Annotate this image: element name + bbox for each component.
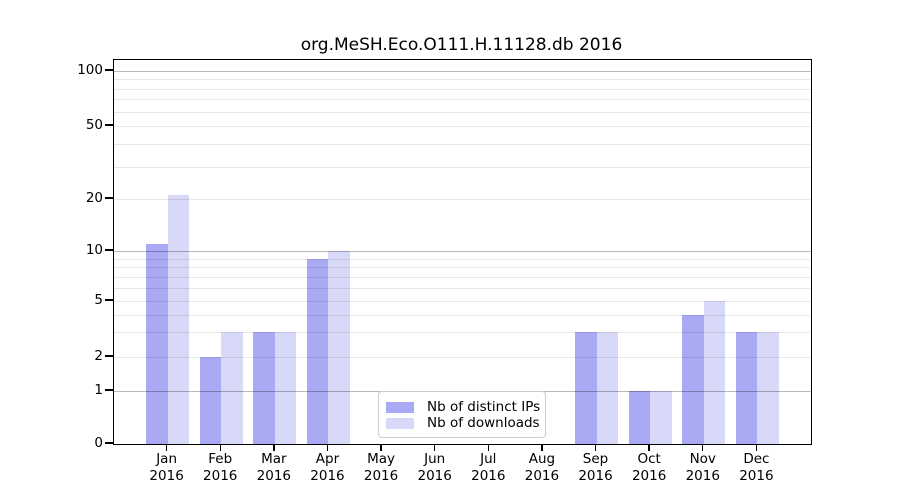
x-tick-label-mar-2016: Mar 2016	[256, 451, 292, 484]
y-tick-mark-100	[105, 69, 113, 71]
bar-nb-of-downloads-oct-2016	[650, 391, 672, 444]
x-tick-mark-may-2016	[380, 444, 382, 451]
bar-nb-of-distinct-ips-apr-2016	[306, 258, 329, 444]
minor-gridline-60	[114, 111, 811, 113]
minor-gridline-8	[114, 267, 811, 269]
bar-nb-of-downloads-sep-2016	[596, 332, 619, 444]
y-tick-label-0: 0	[94, 435, 103, 451]
minor-gridline-90	[114, 79, 811, 81]
x-tick-label-jun-2016: Jun 2016	[417, 451, 452, 484]
legend-label-downloads: Nb of downloads	[427, 415, 540, 431]
legend-item-distinct-ips: Nb of distinct IPs	[386, 399, 541, 415]
x-tick-mark-oct-2016	[648, 444, 650, 451]
y-tick-mark-10	[105, 249, 113, 251]
bar-nb-of-distinct-ips-feb-2016	[199, 357, 222, 444]
y-tick-label-20: 20	[85, 190, 103, 206]
y-tick-mark-5	[105, 299, 113, 301]
legend: Nb of distinct IPs Nb of downloads	[378, 391, 546, 438]
minor-gridline-3	[114, 332, 811, 334]
minor-gridline-2	[114, 357, 811, 358]
x-tick-label-feb-2016: Feb 2016	[203, 451, 238, 484]
minor-gridline-6	[114, 287, 811, 289]
x-tick-label-oct-2016: Oct 2016	[631, 451, 667, 484]
chart-title: org.MeSH.Eco.O111.H.11128.db 2016	[300, 35, 623, 55]
y-tick-label-2: 2	[94, 348, 103, 364]
minor-gridline-30	[114, 166, 811, 168]
x-tick-label-sep-2016: Sep 2016	[578, 451, 613, 484]
minor-gridline-9	[114, 258, 811, 260]
x-tick-mark-nov-2016	[702, 444, 704, 451]
y-tick-mark-0	[105, 442, 113, 444]
x-tick-label-jan-2016: Jan 2016	[149, 451, 184, 484]
bar-nb-of-downloads-mar-2016	[274, 332, 297, 444]
plot-area	[113, 59, 812, 445]
x-tick-mark-jun-2016	[433, 444, 436, 451]
x-tick-label-nov-2016: Nov 2016	[685, 451, 720, 484]
x-tick-mark-mar-2016	[273, 444, 275, 451]
bar-nb-of-downloads-feb-2016	[221, 332, 243, 444]
x-tick-label-dec-2016: Dec 2016	[739, 451, 774, 484]
major-gridline-100	[114, 71, 811, 72]
x-tick-label-may-2016: May 2016	[363, 451, 399, 484]
bar-nb-of-distinct-ips-mar-2016	[253, 332, 275, 444]
bar-nb-of-downloads-apr-2016	[328, 251, 350, 444]
y-tick-mark-2	[105, 355, 113, 357]
minor-gridline-50	[114, 126, 811, 127]
x-tick-mark-jul-2016	[487, 444, 489, 451]
legend-swatch-downloads	[386, 417, 414, 429]
bar-nb-of-distinct-ips-jan-2016	[146, 243, 168, 444]
x-tick-mark-apr-2016	[326, 444, 329, 451]
y-tick-label-1: 1	[94, 382, 103, 398]
y-tick-label-5: 5	[94, 292, 103, 308]
minor-gridline-7	[114, 276, 811, 278]
minor-gridline-20	[114, 199, 811, 200]
minor-gridline-40	[114, 143, 811, 145]
bar-nb-of-downloads-dec-2016	[757, 332, 779, 444]
major-gridline-10	[114, 251, 811, 252]
bar-nb-of-distinct-ips-oct-2016	[628, 391, 651, 444]
x-tick-mark-feb-2016	[219, 444, 221, 451]
x-tick-mark-dec-2016	[755, 444, 758, 451]
bar-nb-of-distinct-ips-dec-2016	[735, 332, 758, 444]
x-tick-label-jul-2016: Jul 2016	[471, 451, 506, 484]
bar-nb-of-downloads-nov-2016	[703, 301, 726, 444]
x-tick-mark-aug-2016	[541, 444, 543, 451]
bar-nb-of-downloads-jan-2016	[167, 195, 190, 444]
minor-gridline-70	[114, 99, 811, 101]
bar-nb-of-distinct-ips-sep-2016	[575, 332, 597, 444]
x-tick-mark-sep-2016	[594, 444, 597, 451]
y-tick-label-100: 100	[77, 62, 103, 78]
y-tick-label-10: 10	[85, 242, 103, 258]
x-tick-label-apr-2016: Apr 2016	[310, 451, 345, 484]
legend-label-distinct-ips: Nb of distinct IPs	[427, 399, 541, 415]
y-tick-mark-1	[105, 389, 113, 391]
legend-item-downloads: Nb of downloads	[386, 415, 540, 431]
minor-gridline-4	[114, 314, 811, 316]
x-tick-mark-jan-2016	[165, 444, 168, 451]
y-tick-label-50: 50	[85, 117, 103, 133]
minor-gridline-80	[114, 88, 811, 90]
minor-gridline-5	[114, 301, 811, 302]
x-tick-label-aug-2016: Aug 2016	[524, 451, 560, 484]
legend-swatch-distinct-ips	[386, 401, 414, 413]
bar-nb-of-distinct-ips-nov-2016	[682, 314, 704, 444]
y-tick-mark-20	[105, 197, 113, 199]
y-tick-mark-50	[105, 124, 113, 126]
